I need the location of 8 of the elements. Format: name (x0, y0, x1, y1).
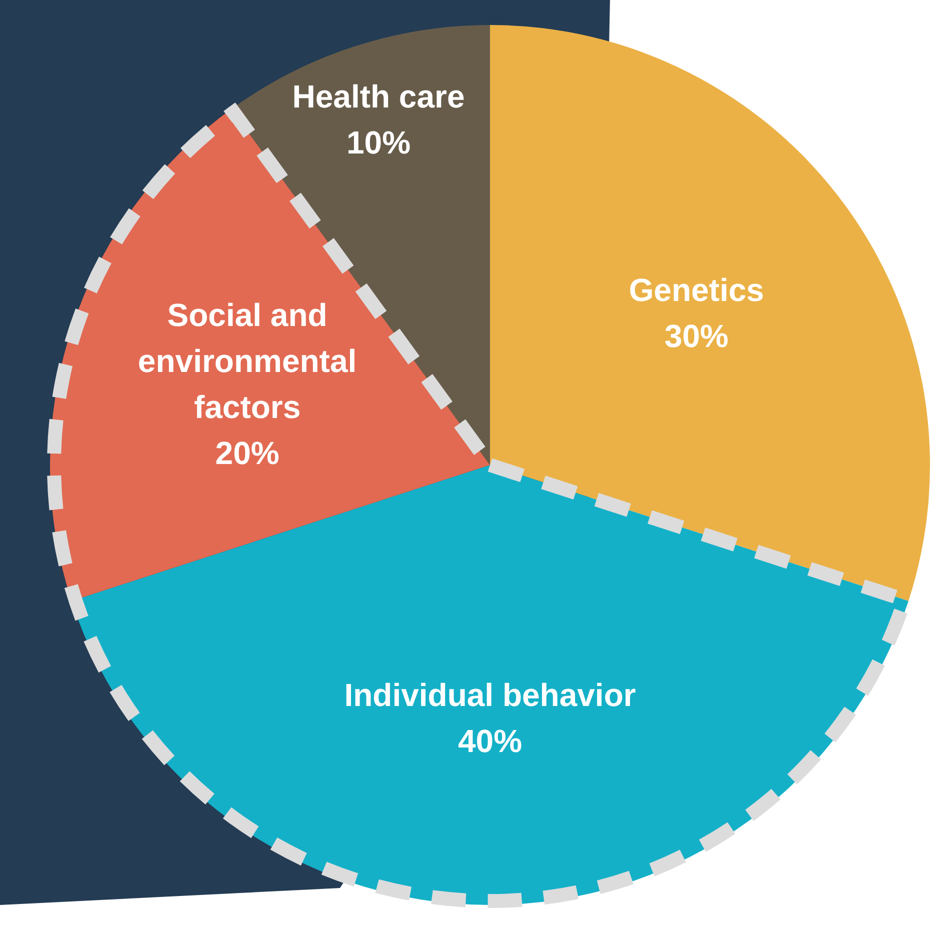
slice-label: Genetics (628, 272, 764, 308)
data-label: 20% (215, 434, 280, 471)
slice-label: Individual behavior (344, 677, 636, 714)
data-label: 10% (346, 124, 411, 161)
slice-label: Health care (292, 78, 465, 115)
data-label: 30% (664, 318, 728, 354)
slice-label: Social and environmental factors (138, 296, 357, 425)
data-label: 40% (458, 723, 522, 760)
